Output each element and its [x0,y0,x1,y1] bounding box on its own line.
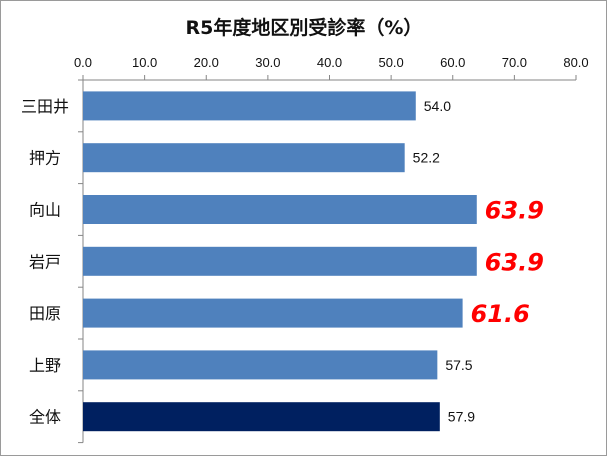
x-tick-label: 20.0 [194,55,219,70]
x-tick-label: 80.0 [563,55,588,70]
chart-title: R5年度地区別受診率（%） [186,16,423,39]
bar-2 [83,143,405,173]
bar-7 [83,402,440,432]
data-label: 52.2 [413,150,440,166]
x-tick-label: 10.0 [132,55,157,70]
bar-1 [83,91,416,121]
x-tick-label: 40.0 [317,55,342,70]
x-tick-label: 30.0 [255,55,280,70]
category-label: 向山 [29,201,61,220]
bar-5 [83,298,463,328]
data-label: 63.9 [485,197,544,225]
category-label: 上野 [29,356,61,375]
data-label: 61.6 [471,300,530,328]
x-tick-label: 0.0 [74,55,92,70]
x-tick-label: 70.0 [502,55,527,70]
data-label: 54.0 [424,98,451,114]
x-tick-label: 60.0 [440,55,465,70]
category-label: 押方 [29,149,61,168]
bar-6 [83,350,438,380]
x-tick-label: 50.0 [378,55,403,70]
data-label: 63.9 [485,248,544,276]
bar-4 [83,246,477,276]
category-label: 岩戸 [29,252,61,271]
category-label: 三田井 [21,97,69,116]
bar-3 [83,195,477,224]
category-label: 全体 [29,408,61,427]
category-label: 田原 [29,304,61,323]
data-label: 57.5 [445,357,472,373]
data-label: 57.9 [448,409,475,425]
